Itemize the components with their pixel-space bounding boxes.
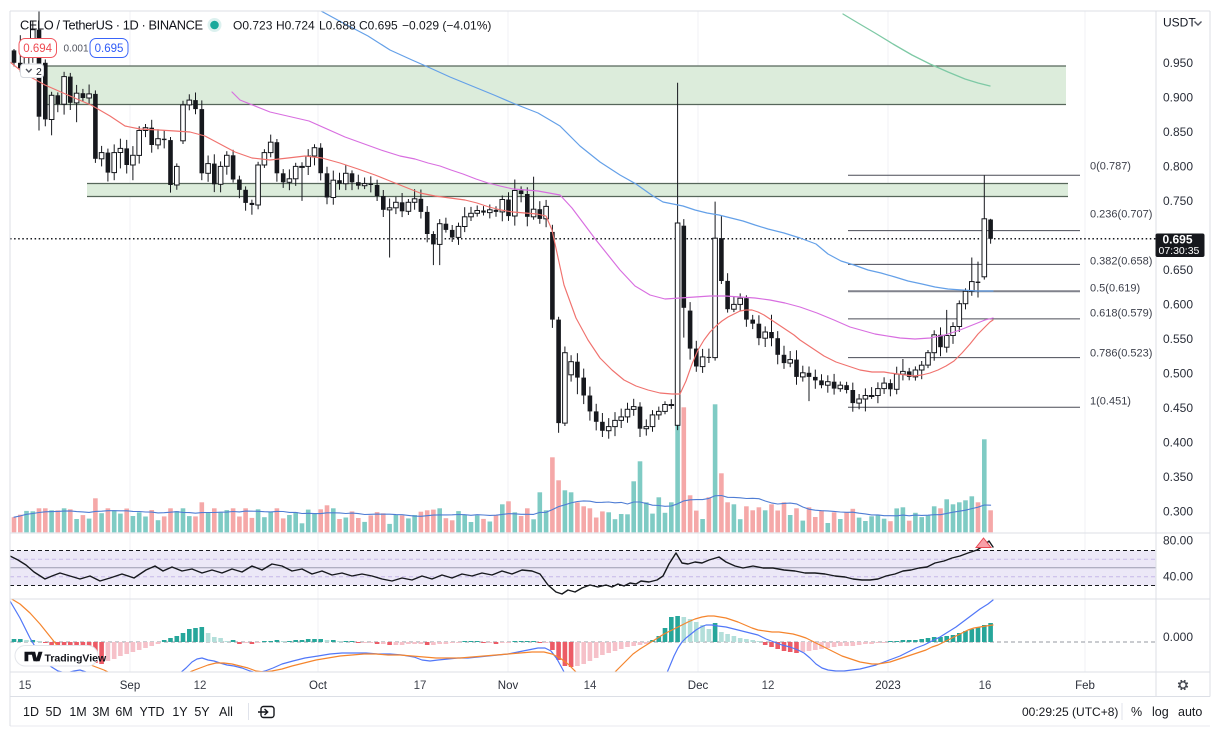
- svg-text:0.5(0.619): 0.5(0.619): [1090, 283, 1140, 295]
- svg-text:TradingView: TradingView: [45, 652, 107, 664]
- svg-text:2: 2: [36, 66, 42, 78]
- svg-text:0.350: 0.350: [1163, 470, 1193, 484]
- svg-text:0.382(0.658): 0.382(0.658): [1090, 256, 1152, 268]
- svg-text:0.695: 0.695: [95, 43, 124, 55]
- svg-text:1D: 1D: [23, 705, 39, 719]
- svg-text:5D: 5D: [46, 705, 62, 719]
- svg-text:O0.723: O0.723: [233, 19, 273, 33]
- svg-text:0.850: 0.850: [1163, 125, 1193, 139]
- svg-text:Feb: Feb: [1075, 680, 1095, 692]
- svg-text:log: log: [1152, 705, 1169, 719]
- svg-text:0.800: 0.800: [1163, 159, 1193, 173]
- svg-text:0.950: 0.950: [1163, 56, 1193, 70]
- svg-text:All: All: [219, 705, 233, 719]
- svg-text:0(0.787): 0(0.787): [1090, 161, 1131, 173]
- svg-text:80.00: 80.00: [1163, 534, 1193, 548]
- svg-text:1M: 1M: [69, 705, 86, 719]
- svg-text:%: %: [1131, 705, 1142, 719]
- svg-text:0.300: 0.300: [1163, 505, 1193, 519]
- svg-text:C0.695: C0.695: [359, 19, 398, 33]
- svg-text:0.500: 0.500: [1163, 367, 1193, 381]
- svg-text:15: 15: [19, 680, 32, 692]
- svg-text:Sep: Sep: [120, 680, 140, 692]
- svg-text:5Y: 5Y: [194, 705, 210, 719]
- svg-text:07:30:35: 07:30:35: [1159, 245, 1200, 257]
- svg-text:0.550: 0.550: [1163, 332, 1193, 346]
- svg-text:17: 17: [414, 680, 427, 692]
- svg-text:CELO / TetherUS · 1D · BINANCE: CELO / TetherUS · 1D · BINANCE: [20, 18, 203, 33]
- svg-text:0.694: 0.694: [23, 43, 52, 55]
- svg-text:0.750: 0.750: [1163, 194, 1193, 208]
- svg-text:0.450: 0.450: [1163, 401, 1193, 415]
- svg-text:40.00: 40.00: [1163, 570, 1193, 584]
- svg-text:0.236(0.707): 0.236(0.707): [1090, 209, 1152, 221]
- svg-text:0.786(0.523): 0.786(0.523): [1090, 348, 1152, 360]
- svg-text:14: 14: [584, 680, 597, 692]
- svg-text:12: 12: [194, 680, 207, 692]
- svg-text:Dec: Dec: [688, 680, 709, 692]
- svg-text:auto: auto: [1178, 705, 1202, 719]
- svg-text:YTD: YTD: [140, 705, 165, 719]
- svg-text:0.400: 0.400: [1163, 436, 1193, 450]
- svg-text:0.618(0.579): 0.618(0.579): [1090, 308, 1152, 320]
- svg-text:6M: 6M: [115, 705, 132, 719]
- svg-text:L0.688: L0.688: [319, 19, 356, 33]
- svg-text:USDT: USDT: [1163, 16, 1196, 30]
- svg-text:−0.029 (−4.01%): −0.029 (−4.01%): [402, 19, 491, 33]
- svg-text:0.900: 0.900: [1163, 90, 1193, 104]
- svg-text:Oct: Oct: [309, 680, 328, 692]
- svg-text:0.000: 0.000: [1163, 630, 1193, 644]
- svg-text:0.600: 0.600: [1163, 297, 1193, 311]
- svg-text:H0.724: H0.724: [276, 19, 315, 33]
- svg-text:12: 12: [762, 680, 775, 692]
- svg-text:0.001: 0.001: [64, 44, 89, 55]
- svg-text:Nov: Nov: [498, 680, 519, 692]
- svg-text:3M: 3M: [92, 705, 109, 719]
- svg-text:1(0.451): 1(0.451): [1090, 396, 1131, 408]
- svg-text:2023: 2023: [875, 680, 901, 692]
- svg-text:1Y: 1Y: [172, 705, 188, 719]
- svg-text:0.695: 0.695: [1163, 233, 1193, 247]
- svg-text:00:29:25 (UTC+8): 00:29:25 (UTC+8): [1022, 705, 1118, 719]
- svg-text:16: 16: [979, 680, 992, 692]
- svg-text:0.650: 0.650: [1163, 263, 1193, 277]
